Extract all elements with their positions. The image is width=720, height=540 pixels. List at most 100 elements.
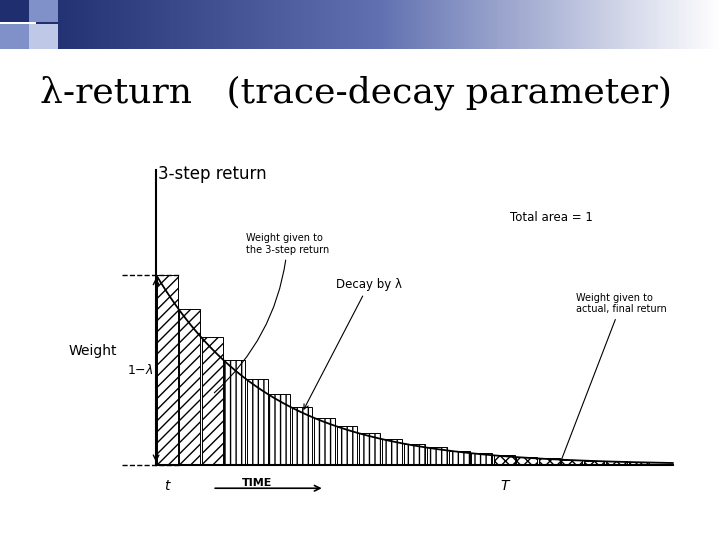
Bar	[396, 0, 398, 49]
Bar	[271, 0, 274, 49]
Bar	[24, 0, 27, 49]
Bar	[197, 0, 199, 49]
Bar	[67, 0, 70, 49]
Bar	[300, 0, 302, 49]
Bar	[629, 462, 649, 465]
Bar	[451, 0, 454, 49]
Bar	[461, 0, 463, 49]
Bar	[185, 0, 187, 49]
Bar	[94, 0, 96, 49]
Text: λ-return   (trace-decay parameter): λ-return (trace-decay parameter)	[40, 76, 672, 111]
Bar	[367, 0, 369, 49]
Bar	[696, 0, 698, 49]
Bar	[650, 0, 653, 49]
Bar	[410, 0, 413, 49]
Bar	[12, 0, 14, 49]
Bar	[670, 0, 672, 49]
Bar	[518, 0, 521, 49]
Bar	[639, 0, 641, 49]
Bar	[29, 0, 31, 49]
Bar	[353, 0, 355, 49]
Bar	[202, 337, 222, 465]
Text: Decay by λ: Decay by λ	[304, 278, 402, 409]
Bar	[29, 24, 58, 49]
Bar	[682, 0, 684, 49]
Bar	[108, 0, 110, 49]
Bar	[359, 433, 380, 465]
Bar	[17, 0, 19, 49]
Text: Weight given to
the 3-step return: Weight given to the 3-step return	[215, 233, 329, 393]
Bar	[14, 0, 17, 49]
Bar	[434, 0, 437, 49]
Bar	[562, 0, 564, 49]
Bar	[372, 0, 374, 49]
Bar	[322, 0, 324, 49]
Bar	[528, 0, 531, 49]
Bar	[463, 0, 466, 49]
Bar	[103, 0, 106, 49]
Bar	[511, 0, 513, 49]
Bar	[315, 0, 317, 49]
Bar	[0, 0, 29, 22]
Bar	[454, 0, 456, 49]
Bar	[199, 0, 202, 49]
Bar	[173, 0, 175, 49]
Bar	[689, 0, 691, 49]
Bar	[502, 0, 504, 49]
Bar	[636, 0, 639, 49]
Bar	[74, 0, 77, 49]
Bar	[79, 0, 81, 49]
Bar	[494, 455, 515, 465]
Bar	[539, 458, 559, 465]
Bar	[317, 0, 319, 49]
Bar	[245, 0, 247, 49]
Bar	[163, 0, 166, 49]
Bar	[387, 0, 389, 49]
Bar	[598, 0, 600, 49]
Bar	[77, 0, 79, 49]
Bar	[187, 0, 189, 49]
Bar	[72, 0, 74, 49]
Bar	[619, 0, 621, 49]
Bar	[254, 0, 257, 49]
Bar	[230, 0, 233, 49]
Bar	[485, 0, 487, 49]
Bar	[261, 0, 264, 49]
Bar	[497, 0, 499, 49]
Bar	[209, 0, 211, 49]
Bar	[355, 0, 358, 49]
Text: Weight given to
actual, final return: Weight given to actual, final return	[562, 293, 667, 460]
Bar	[48, 0, 50, 49]
Bar	[135, 0, 137, 49]
Bar	[499, 0, 502, 49]
Bar	[470, 0, 473, 49]
Bar	[557, 0, 559, 49]
Bar	[569, 0, 571, 49]
Bar	[310, 0, 312, 49]
Bar	[288, 0, 290, 49]
Bar	[477, 0, 480, 49]
Bar	[437, 0, 439, 49]
Bar	[600, 0, 603, 49]
Bar	[430, 0, 432, 49]
Bar	[358, 0, 360, 49]
Bar	[581, 0, 583, 49]
Bar	[691, 0, 693, 49]
Bar	[53, 0, 55, 49]
Bar	[70, 0, 72, 49]
Bar	[677, 0, 679, 49]
Text: t: t	[165, 479, 170, 492]
Bar	[549, 0, 552, 49]
Bar	[487, 0, 490, 49]
Bar	[490, 0, 492, 49]
Bar	[626, 0, 629, 49]
Bar	[189, 0, 192, 49]
Bar	[290, 0, 293, 49]
Bar	[564, 0, 567, 49]
Bar	[547, 0, 549, 49]
Bar	[336, 0, 338, 49]
Bar	[612, 0, 614, 49]
Bar	[605, 0, 607, 49]
Bar	[492, 0, 495, 49]
Bar	[240, 0, 243, 49]
